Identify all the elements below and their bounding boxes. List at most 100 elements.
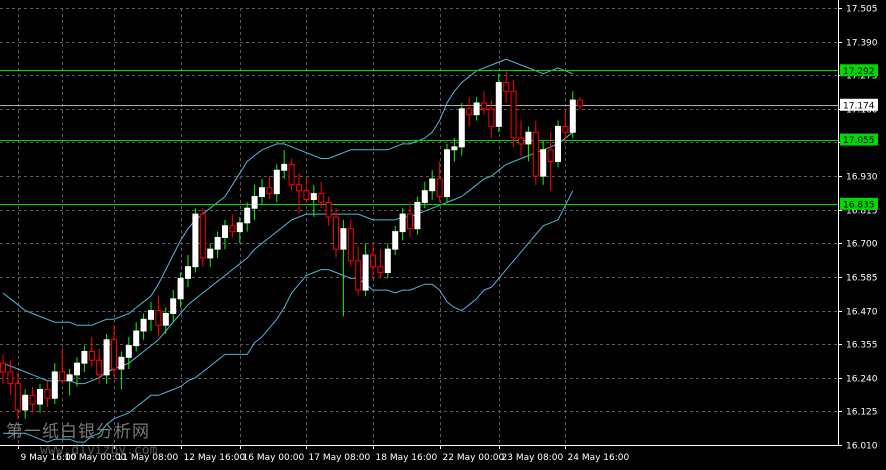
candle-bear[interactable] xyxy=(370,254,376,268)
candle-bear[interactable] xyxy=(155,310,162,326)
candle-bull[interactable] xyxy=(103,339,110,376)
candle-bear[interactable] xyxy=(88,350,95,361)
candle-bull[interactable] xyxy=(74,362,80,376)
candle-bull[interactable] xyxy=(185,266,191,279)
candle-bull[interactable] xyxy=(392,231,399,250)
candle-bear[interactable] xyxy=(377,266,384,274)
price-tag-label: 17.174 xyxy=(843,101,875,111)
candle-bull[interactable] xyxy=(125,345,132,358)
price-tag xyxy=(840,197,878,210)
price-tag-label: 17.292 xyxy=(843,67,875,77)
candle-bull[interactable] xyxy=(384,248,391,274)
candle-bear[interactable] xyxy=(577,99,584,107)
candle-bull[interactable] xyxy=(148,310,154,320)
candle-bear[interactable] xyxy=(325,201,332,218)
candle-bear[interactable] xyxy=(296,184,302,192)
candle-bull[interactable] xyxy=(244,207,251,224)
candle-bear[interactable] xyxy=(111,339,117,370)
candle-bull[interactable] xyxy=(525,131,532,145)
candle-bull[interactable] xyxy=(444,149,450,198)
candle-bear[interactable] xyxy=(0,362,6,373)
candle-bull[interactable] xyxy=(236,222,243,233)
price-tag xyxy=(840,64,878,77)
candle-bear[interactable] xyxy=(532,131,539,177)
candle-bull[interactable] xyxy=(540,149,547,177)
candle-bull[interactable] xyxy=(51,371,58,399)
candle-bear[interactable] xyxy=(547,149,554,162)
candle-bull[interactable] xyxy=(414,201,421,230)
candle-bull[interactable] xyxy=(281,163,288,171)
watermark-text: 第一纸白银分析网 xyxy=(6,422,150,442)
candle-bull[interactable] xyxy=(429,178,436,192)
candle-bear[interactable] xyxy=(229,225,236,233)
candle-bull[interactable] xyxy=(310,193,317,200)
candle-bull[interactable] xyxy=(222,225,228,238)
candle-bear[interactable] xyxy=(436,178,443,198)
candle-bull[interactable] xyxy=(555,125,561,162)
candle-bear[interactable] xyxy=(562,125,569,133)
candle-bull[interactable] xyxy=(273,169,280,195)
x-tick-label: 22 May 00:00 xyxy=(443,453,505,463)
candle-bull[interactable] xyxy=(207,248,214,259)
candle-bull[interactable] xyxy=(251,196,258,209)
candle-bear[interactable] xyxy=(199,213,206,259)
candle-bull[interactable] xyxy=(66,374,73,382)
candle-bull[interactable] xyxy=(362,254,369,291)
candle-bear[interactable] xyxy=(303,190,310,200)
candle-bear[interactable] xyxy=(29,394,36,405)
x-tick-label: 9 May 16:00 xyxy=(21,453,77,463)
x-tick-label: 24 May 16:00 xyxy=(568,453,630,463)
candle-bear[interactable] xyxy=(355,260,362,291)
candle-bull[interactable] xyxy=(458,108,465,148)
candle-bear[interactable] xyxy=(503,82,510,92)
candle-bear[interactable] xyxy=(333,216,339,250)
candle-bull[interactable] xyxy=(340,228,347,250)
candle-bull[interactable] xyxy=(569,99,576,133)
candle-bear[interactable] xyxy=(14,383,21,411)
candle-bull[interactable] xyxy=(37,388,43,405)
candle-bull[interactable] xyxy=(214,236,221,250)
y-tick-label: 17.390 xyxy=(846,39,878,49)
candle-bear[interactable] xyxy=(96,359,103,376)
candle-bull[interactable] xyxy=(451,146,458,151)
candle-bear[interactable] xyxy=(518,137,524,145)
candle-bull[interactable] xyxy=(118,356,125,370)
bollinger-middle xyxy=(2,131,574,385)
candle-bull[interactable] xyxy=(170,298,177,314)
candle-bear[interactable] xyxy=(488,108,495,127)
y-tick-label: 16.010 xyxy=(846,442,878,452)
candle-bull[interactable] xyxy=(421,190,428,203)
candle-bull[interactable] xyxy=(133,330,140,347)
candle-bear[interactable] xyxy=(481,102,487,110)
y-tick-label: 17.505 xyxy=(846,5,878,15)
candle-bull[interactable] xyxy=(81,350,88,364)
candle-bull[interactable] xyxy=(399,213,406,233)
candle-bear[interactable] xyxy=(288,163,295,186)
candle-bull[interactable] xyxy=(140,318,147,332)
y-tick-label: 16.240 xyxy=(846,375,878,385)
candle-bear[interactable] xyxy=(7,371,14,385)
bollinger-upper xyxy=(2,58,573,326)
candle-bear[interactable] xyxy=(407,213,413,230)
price-tag-label: 17.055 xyxy=(843,136,875,146)
candle-bull[interactable] xyxy=(22,394,29,411)
candle-bull[interactable] xyxy=(259,187,265,198)
candle-bear[interactable] xyxy=(44,388,51,399)
candle-bear[interactable] xyxy=(466,108,473,116)
candle-bull[interactable] xyxy=(177,277,184,300)
candle-bear[interactable] xyxy=(510,90,517,139)
candle-bear[interactable] xyxy=(318,193,325,203)
x-tick-label: 11 May 08:00 xyxy=(117,453,179,463)
candle-bear[interactable] xyxy=(266,187,273,195)
y-tick-label: 16.125 xyxy=(846,408,878,418)
candle-bull[interactable] xyxy=(495,82,502,127)
candle-bull[interactable] xyxy=(473,102,480,116)
x-tick-label: 12 May 16:00 xyxy=(184,453,246,463)
candle-bull[interactable] xyxy=(162,312,169,326)
candle-bull[interactable] xyxy=(192,213,199,268)
candle-bear[interactable] xyxy=(347,228,354,262)
y-tick-label: 16.355 xyxy=(846,341,878,351)
candle-bear[interactable] xyxy=(59,371,66,382)
